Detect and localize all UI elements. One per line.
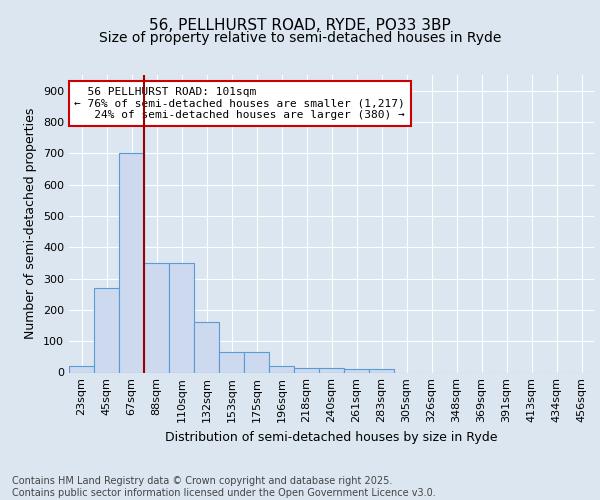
Bar: [219, 352, 244, 372]
Text: Contains HM Land Registry data © Crown copyright and database right 2025.
Contai: Contains HM Land Registry data © Crown c…: [12, 476, 436, 498]
Bar: [344, 370, 369, 372]
Bar: [194, 322, 219, 372]
Text: 56, PELLHURST ROAD, RYDE, PO33 3BP: 56, PELLHURST ROAD, RYDE, PO33 3BP: [149, 18, 451, 32]
Y-axis label: Number of semi-detached properties: Number of semi-detached properties: [25, 108, 37, 340]
Bar: [69, 366, 94, 372]
Bar: [294, 368, 319, 372]
Bar: [169, 263, 194, 372]
Bar: [94, 288, 119, 372]
X-axis label: Distribution of semi-detached houses by size in Ryde: Distribution of semi-detached houses by …: [165, 430, 498, 444]
Bar: [119, 154, 144, 372]
Bar: [369, 370, 394, 372]
Bar: [319, 368, 344, 372]
Bar: [144, 263, 169, 372]
Text: 56 PELLHURST ROAD: 101sqm
← 76% of semi-detached houses are smaller (1,217)
   2: 56 PELLHURST ROAD: 101sqm ← 76% of semi-…: [74, 87, 405, 120]
Bar: [269, 366, 294, 372]
Bar: [244, 352, 269, 372]
Text: Size of property relative to semi-detached houses in Ryde: Size of property relative to semi-detach…: [99, 31, 501, 45]
